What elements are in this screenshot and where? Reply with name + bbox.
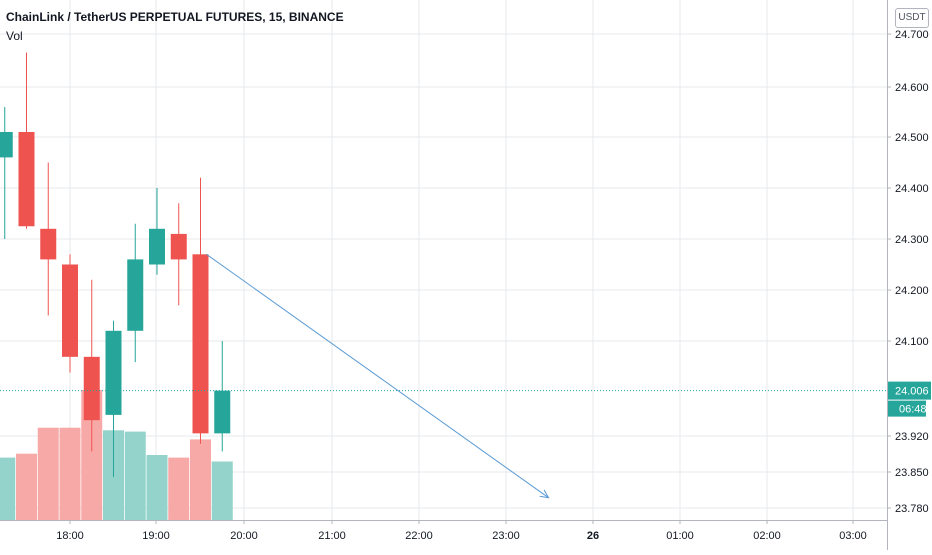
- price-tick-label: 24.300: [895, 234, 929, 246]
- price-tick-label: 24.600: [895, 82, 929, 94]
- candle-body: [149, 228, 165, 265]
- candle-body: [62, 264, 78, 357]
- candle-body: [170, 233, 187, 260]
- volume-bar: [0, 457, 16, 520]
- time-axis-panel: [0, 520, 887, 550]
- price-tick-label: 23.780: [895, 503, 929, 515]
- volume-indicator-label[interactable]: Vol: [6, 29, 23, 43]
- price-tick-label: 24.500: [895, 132, 929, 144]
- countdown-label: 06:48: [899, 404, 927, 416]
- overlays: [0, 253, 887, 499]
- price-tick-label: 24.100: [895, 336, 929, 348]
- current-price-label: 24.006: [895, 386, 929, 398]
- candle-body: [40, 228, 57, 260]
- candle-body: [83, 356, 100, 421]
- volume-bar: [37, 427, 59, 520]
- trend-arrow-line: [206, 253, 549, 499]
- chart-title: ChainLink / TetherUS PERPETUAL FUTURES, …: [6, 10, 344, 24]
- time-tick-label: 01:00: [666, 530, 694, 542]
- volume-bar: [59, 427, 81, 520]
- current-price-tag: [888, 381, 931, 400]
- time-tick-label: 18:00: [56, 530, 84, 542]
- volume-bar: [168, 457, 190, 520]
- time-tick-label: 26: [587, 530, 599, 542]
- price-axis-panel: [887, 0, 932, 550]
- candle-body: [105, 330, 122, 415]
- trend-arrow-head: [539, 489, 550, 499]
- price-tick-label: 24.200: [895, 285, 929, 297]
- time-tick-label: 22:00: [405, 530, 433, 542]
- volume-bar: [124, 431, 146, 520]
- volume-bars: [0, 390, 233, 520]
- volume-bar: [81, 390, 103, 520]
- time-tick-label: 03:00: [839, 530, 867, 542]
- time-tick-label: 23:00: [492, 530, 520, 542]
- countdown-tag: [888, 400, 926, 417]
- currency-button[interactable]: USDT: [895, 8, 929, 28]
- price-tick-label: 23.920: [895, 431, 929, 443]
- time-tick-label: 02:00: [753, 530, 781, 542]
- volume-bar: [16, 453, 37, 520]
- candle-body: [214, 390, 231, 434]
- candle-body: [0, 132, 13, 158]
- time-tick-label: 20:00: [230, 530, 258, 542]
- grid: [0, 0, 887, 520]
- candle-body: [192, 254, 209, 434]
- candles: [0, 52, 231, 478]
- price-tick-label: 24.400: [895, 183, 929, 195]
- price-tick-label: 23.850: [895, 467, 929, 479]
- candle-body: [127, 259, 144, 331]
- volume-bar: [146, 455, 168, 520]
- volume-bar: [211, 461, 233, 520]
- candle-body: [18, 132, 35, 227]
- time-tick-label: 19:00: [142, 530, 170, 542]
- time-tick-label: 21:00: [318, 530, 346, 542]
- price-tick-label: 24.700: [895, 29, 929, 41]
- volume-bar: [190, 439, 211, 520]
